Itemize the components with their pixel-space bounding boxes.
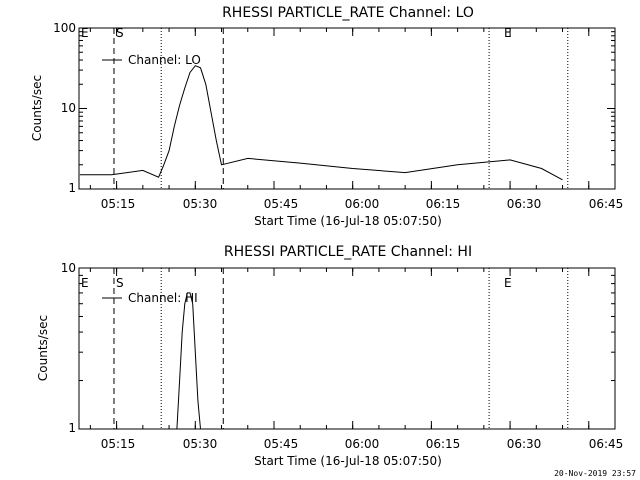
y-axis-label-hi: Counts/sec <box>36 315 50 381</box>
legend-label-lo: Channel: LO <box>128 53 201 67</box>
footer-timestamp: 20-Nov-2019 23:57 <box>554 469 636 478</box>
x-tick-label-lo-0615: 06:15 <box>426 197 461 211</box>
marker-label-lo-e1: E <box>81 26 89 40</box>
x-tick-label-lo-0530: 05:30 <box>183 197 218 211</box>
x-tick-label-lo-0600: 06:00 <box>345 197 380 211</box>
axis-ticks-lo <box>79 28 616 190</box>
x-tick-label-hi-0515: 05:15 <box>101 437 136 451</box>
x-tick-label-lo-0645: 06:45 <box>589 197 624 211</box>
x-tick-label-hi-0600: 06:00 <box>345 437 380 451</box>
marker-lines-hi <box>113 268 569 429</box>
x-tick-label-hi-0630: 06:30 <box>507 437 542 451</box>
panel-lo: RHESSI PARTICLE_RATE Channel: LO Counts/… <box>30 5 623 228</box>
marker-label-hi-s: S <box>116 276 124 290</box>
chart-title-hi: RHESSI PARTICLE_RATE Channel: HI <box>224 244 472 260</box>
y-axis-label-lo: Counts/sec <box>30 75 44 141</box>
x-tick-label-hi-0645: 06:45 <box>589 437 624 451</box>
plot-frame-hi <box>78 267 616 430</box>
chart-title-lo: RHESSI PARTICLE_RATE Channel: LO <box>222 5 474 21</box>
marker-label-lo-s: S <box>116 26 124 40</box>
x-axis-label-hi: Start Time (16-Jul-18 05:07:50) <box>254 454 442 468</box>
x-axis-label-lo: Start Time (16-Jul-18 05:07:50) <box>254 214 442 228</box>
panel-hi: RHESSI PARTICLE_RATE Channel: HI Counts/… <box>36 244 623 468</box>
series-line-hi <box>176 292 201 430</box>
x-tick-label-hi-0530: 05:30 <box>183 437 218 451</box>
marker-label-hi-e2: E <box>504 276 512 290</box>
x-tick-label-hi-0615: 06:15 <box>426 437 461 451</box>
marker-lines-lo <box>113 28 569 189</box>
marker-label-lo-e2: E <box>504 26 512 40</box>
y-tick-label-hi-10: 10 <box>61 261 76 275</box>
axis-ticks-hi <box>79 268 616 430</box>
legend-label-hi: Channel: HI <box>128 291 198 305</box>
x-tick-label-lo-0545: 05:45 <box>264 197 299 211</box>
y-tick-label-lo-10: 10 <box>61 101 76 115</box>
y-tick-label-hi-1: 1 <box>68 421 76 435</box>
y-tick-label-lo-100: 100 <box>53 21 76 35</box>
x-tick-label-hi-0545: 05:45 <box>264 437 299 451</box>
x-tick-label-lo-0515: 05:15 <box>101 197 136 211</box>
y-tick-label-lo-1: 1 <box>68 181 76 195</box>
x-tick-label-lo-0630: 06:30 <box>507 197 542 211</box>
marker-label-hi-e1: E <box>81 276 89 290</box>
series-line-lo <box>79 65 563 181</box>
